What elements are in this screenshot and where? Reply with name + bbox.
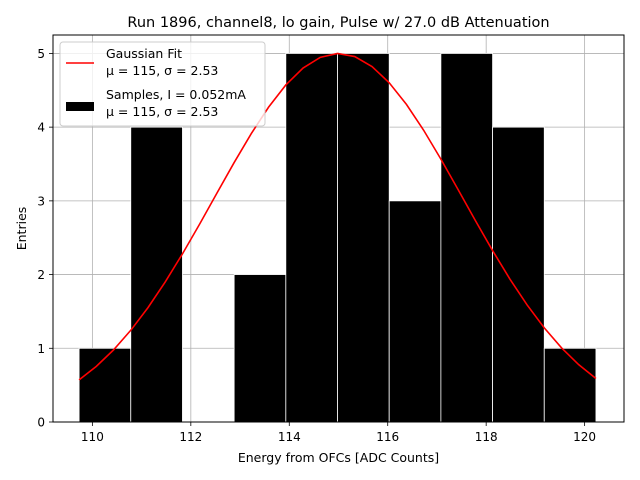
histogram-bar (78, 347, 132, 423)
plot-frame (52, 34, 625, 423)
legend: Gaussian Fit μ = 115, σ = 2.53 Samples, … (59, 41, 266, 127)
y-axis-label: Entries (14, 207, 29, 251)
legend-samples-swatch (66, 102, 94, 111)
y-axis-ticks: 0 1 2 3 4 5 (37, 47, 53, 430)
histogram-bar (388, 200, 442, 423)
gaussian-fit-layer (78, 52, 597, 381)
x-tick-label: 110 (81, 430, 104, 444)
histogram-bar (285, 53, 338, 423)
histogram-bars (78, 53, 597, 423)
legend-samples-stats: μ = 115, σ = 2.53 (106, 104, 218, 119)
histogram-bar (130, 126, 183, 423)
y-tick-label: 5 (37, 47, 45, 61)
y-tick-label: 0 (37, 416, 45, 430)
gaussian-fit-line (78, 52, 597, 381)
legend-fit-name: Gaussian Fit (106, 46, 182, 61)
x-tick-label: 120 (573, 430, 596, 444)
histogram-bar (337, 53, 390, 423)
x-tick-label: 112 (179, 430, 202, 444)
chart-title: Run 1896, channel8, lo gain, Pulse w/ 27… (127, 15, 549, 31)
x-tick-label: 114 (278, 430, 301, 444)
y-tick-label: 4 (37, 121, 45, 135)
histogram-bar (543, 347, 597, 423)
x-axis-ticks: 110 112 114 116 118 120 (81, 422, 596, 444)
y-tick-label: 1 (37, 342, 45, 356)
legend-box (59, 41, 266, 127)
x-axis-label: Energy from OFCs [ADC Counts] (238, 450, 439, 465)
y-tick-label: 2 (37, 268, 45, 282)
x-tick-label: 116 (376, 430, 399, 444)
legend-fit-stats: μ = 115, σ = 2.53 (106, 63, 218, 78)
y-tick-label: 3 (37, 194, 45, 208)
histogram-bar (440, 53, 493, 423)
histogram-bar (233, 274, 287, 423)
x-tick-label: 118 (475, 430, 498, 444)
histogram-bar (492, 126, 545, 423)
legend-samples-name: Samples, I = 0.052mA (106, 87, 246, 102)
